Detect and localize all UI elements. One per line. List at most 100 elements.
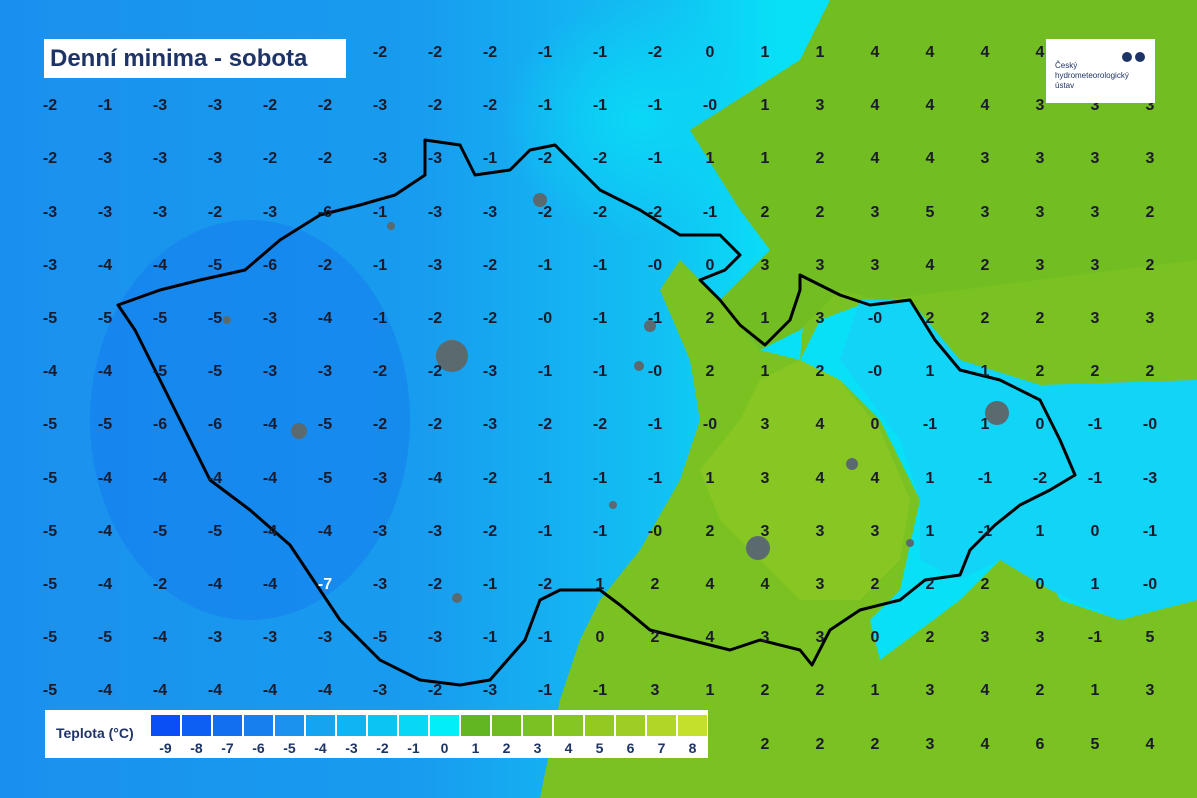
temperature-value: 2	[925, 629, 935, 647]
temperature-value: -5	[42, 416, 58, 434]
temperature-value: -3	[372, 97, 388, 115]
legend-tick-label: 6	[626, 740, 635, 756]
city-zlin	[906, 539, 914, 547]
temperature-value: -5	[97, 629, 113, 647]
legend-tick-label: -9	[159, 740, 172, 756]
temperature-value: -3	[262, 203, 278, 221]
temperature-value: 5	[925, 203, 935, 221]
legend-tick-label: 2	[502, 740, 511, 756]
temperature-value: -1	[592, 310, 608, 327]
temperature-value: 4	[980, 44, 990, 61]
legend-swatch: -7	[213, 715, 242, 756]
temperature-value: -6	[207, 416, 223, 434]
temperature-value: 4	[1035, 44, 1045, 61]
temperature-value: -2	[317, 256, 333, 274]
legend-swatch: 8	[678, 715, 707, 756]
temperature-value: -1	[647, 310, 663, 327]
logo-line: hydrometeorologický	[1055, 71, 1129, 80]
temperature-value: 3	[760, 469, 770, 487]
temperature-value: -3	[42, 256, 58, 274]
temperature-value: -3	[372, 469, 388, 487]
temperature-value: -2	[482, 256, 498, 274]
temperature-value: -0	[647, 256, 663, 274]
city-praha	[436, 340, 468, 372]
temperature-value: -4	[207, 682, 223, 700]
temperature-value: -2	[592, 416, 608, 434]
temperature-value: 1	[760, 44, 770, 61]
city-plzen	[291, 423, 307, 439]
temperature-value: 1	[980, 416, 990, 434]
temperature-value: 0	[1035, 416, 1045, 434]
temperature-value: 0	[705, 44, 715, 61]
legend-swatch: -1	[399, 715, 428, 756]
temperature-value: -1	[482, 150, 498, 168]
chmi-logo: Český hydrometeorologický ústav	[1046, 39, 1155, 103]
legend-tick-label: -1	[407, 740, 420, 756]
temperature-value: 2	[1035, 310, 1045, 327]
temperature-value: -3	[482, 416, 498, 434]
temperature-value: -3	[262, 310, 278, 327]
temperature-value: -4	[97, 682, 113, 700]
temperature-value: 2	[980, 256, 990, 274]
temperature-value: -2	[592, 203, 608, 221]
temperature-value: -3	[152, 203, 168, 221]
temperature-value: -3	[317, 629, 333, 647]
temperature-value: 2	[1090, 363, 1100, 381]
temperature-value: -0	[537, 310, 553, 327]
temperature-value: -4	[152, 682, 168, 700]
temperature-value: -5	[42, 310, 58, 327]
temperature-value: 3	[760, 629, 770, 647]
legend-swatch: 6	[616, 715, 645, 756]
legend-swatch: 2	[492, 715, 521, 756]
temperature-value: -1	[592, 256, 608, 274]
temperature-value: -1	[592, 363, 608, 381]
temperature-value: 1	[760, 363, 770, 381]
city-hradec	[644, 320, 656, 332]
temperature-value: -2	[537, 150, 553, 168]
temperature-value: -4	[207, 469, 223, 487]
temperature-value: -2	[317, 150, 333, 168]
temperature-value: 3	[870, 203, 880, 221]
temperature-value: 3	[1145, 310, 1155, 327]
temperature-value: 1	[925, 522, 935, 540]
temperature-value: -4	[317, 310, 333, 327]
city-usti	[387, 222, 395, 230]
logo-text: Český hydrometeorologický ústav	[1055, 61, 1129, 91]
temperature-value: -1	[702, 203, 718, 221]
temperature-value: -2	[427, 576, 443, 593]
temperature-value: 4	[925, 44, 935, 61]
city-liberec	[533, 193, 547, 207]
temperature-value: -1	[372, 203, 388, 221]
temperature-value: -1	[537, 44, 553, 61]
temperature-value: -1	[537, 522, 553, 540]
temperature-value: -5	[152, 310, 168, 327]
temperature-value: 1	[925, 469, 935, 487]
temperature-value: -1	[977, 469, 993, 487]
temperature-value: 2	[815, 203, 825, 221]
temperature-value: -4	[97, 256, 113, 274]
temperature-value: 2	[815, 735, 825, 753]
temperature-value: 5	[1090, 735, 1100, 753]
temperature-value: -2	[317, 97, 333, 115]
temperature-value: -2	[427, 363, 443, 381]
temperature-value: 2	[760, 203, 770, 221]
temperature-value: -3	[427, 256, 443, 274]
temperature-value: -5	[207, 310, 223, 327]
temperature-value: -1	[647, 469, 663, 487]
city-olomouc	[846, 458, 858, 470]
legend-swatch: 7	[647, 715, 676, 756]
temperature-value: -3	[262, 629, 278, 647]
temperature-value: 1	[705, 682, 715, 700]
temperature-value: 3	[760, 256, 770, 274]
temperature-value: -3	[427, 629, 443, 647]
legend-tick-label: 5	[595, 740, 604, 756]
temperature-value: -5	[317, 416, 333, 434]
temperature-value: -4	[97, 522, 113, 540]
temperature-value: -4	[152, 256, 168, 274]
temperature-value: 4	[980, 97, 990, 115]
temperature-value: -2	[537, 576, 553, 593]
temperature-value: 6	[1035, 735, 1045, 753]
temperature-value: -3	[97, 203, 113, 221]
temperature-value: 2	[815, 682, 825, 700]
temperature-value: -4	[42, 363, 58, 381]
